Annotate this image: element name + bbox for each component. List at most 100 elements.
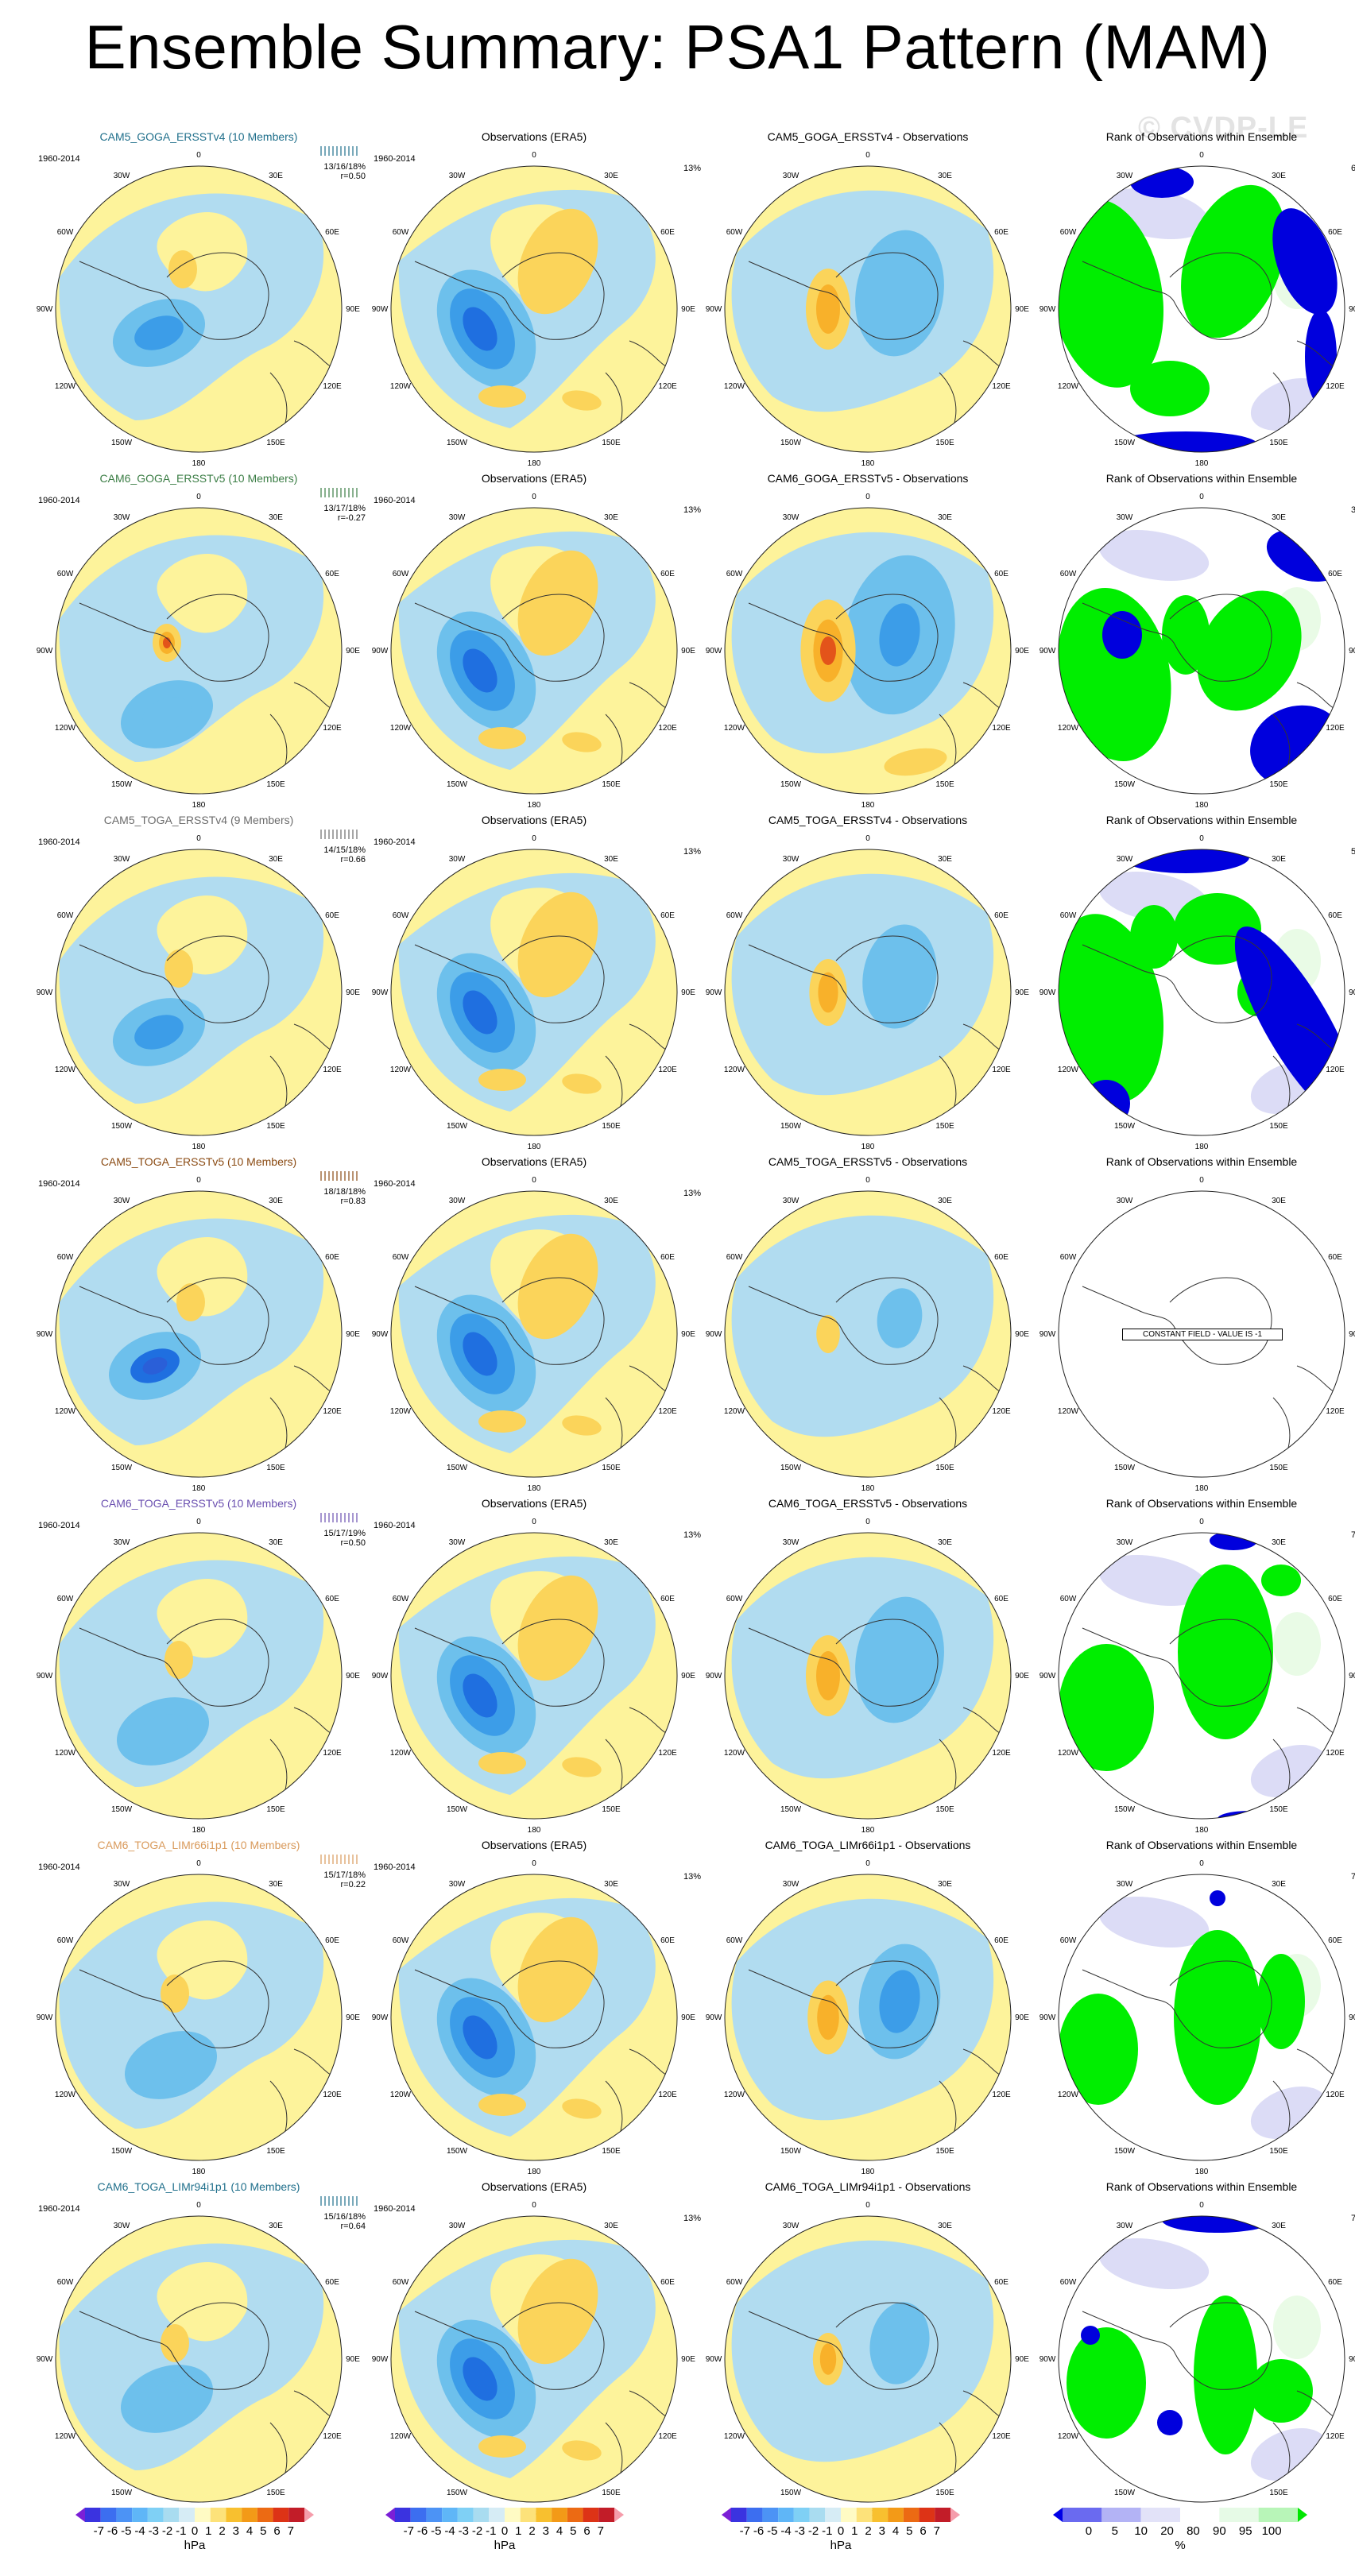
longitude-label: 150E [602,439,621,447]
antarctica-coastline [79,1960,269,2048]
longitude-label: 120W [55,1749,76,1758]
longitude-label: 150W [447,1464,468,1472]
longitude-label: 60E [1328,228,1342,237]
pattern-correlation: r=0.64 [340,2222,366,2231]
rank-panel: Rank of Observations within Ensemble 75% 0… [1035,2180,1355,2518]
longitude-label: 30W [114,1880,130,1889]
longitude-label: 150E [1269,1805,1288,1814]
colorbar-tick-label: -3 [149,2524,159,2538]
longitude-label: 90W [1039,1672,1056,1681]
rank-blue-region [1082,1080,1130,1127]
longitude-label: 120E [1326,1407,1345,1416]
yellow-region [157,1579,248,1658]
longitude-label: 120W [390,1749,412,1758]
longitude-label: 60W [1060,570,1077,578]
longitude-label: 60W [57,911,74,920]
orange-region [165,950,193,988]
longitude-label: 180 [1195,1826,1209,1835]
longitude-label: 0 [865,1176,870,1185]
longitude-label: 90W [372,1672,389,1681]
model-panel: CAM6_TOGA_LIMr94i1p1 (10 Members) 1960-20… [32,2180,366,2518]
colorbar-swatch [273,2508,289,2522]
model-panel: CAM6_GOGA_ERSSTv5 (10 Members) 1960-2014 1… [32,472,366,810]
colorbar-tick-label: -6 [753,2524,764,2538]
longitude-label: 90W [706,1330,722,1339]
panel-title: CAM5_GOGA_ERSSTv4 - Observations [767,130,969,143]
longitude-label: 30E [938,2222,952,2230]
blue-core [463,307,497,351]
colorbar-tick-label: 0 [501,2524,508,2538]
rank-green-region [1257,1954,1305,2049]
longitude-label: 120E [323,2432,342,2441]
antarctica-coastline [414,2302,605,2390]
diff-panel: CAM5_GOGA_ERSSTv4 - Observations 0 30E 60E 9… [701,130,1035,468]
rank-blue-region [1081,2326,1100,2345]
rank-green-region [1059,199,1164,388]
blue-core [134,1015,184,1050]
longitude-label: 30W [1117,1880,1133,1889]
rank-lavender-region [1098,1555,1210,1606]
map-border [724,849,1012,1136]
pattern-correlation: r=0.50 [340,172,366,181]
colorbar-swatch [567,2508,583,2522]
blue-core [855,230,944,357]
rank-green-region [1059,914,1164,1103]
longitude-label: 0 [196,493,201,501]
longitude-label: 60W [1060,1595,1077,1603]
longitude-label: 30W [783,1880,799,1889]
longitude-label: 30W [1117,1197,1133,1205]
obs-map: 0 30E 60E 90E 120E 150E 180 150W 120W 90W 60W 30W [372,834,696,1151]
antarctica-coastline [748,1619,939,1707]
orange-region [884,748,947,776]
longitude-label: 60E [325,1253,339,1262]
rank-panel: Rank of Observations within Ensemble60%0… [1035,130,1355,468]
longitude-label: 90E [1349,988,1355,997]
panel-title: CAM5_TOGA_ERSSTv5 - Observations [768,1155,968,1168]
rank-green-region [1130,905,1178,969]
longitude-label: 30W [449,172,466,180]
pattern-correlation: r=0.83 [340,1197,366,1206]
yellow-region [157,554,248,633]
variance-range: 15/17/19% [323,1529,366,1538]
period-label: 1960-2014 [38,154,80,164]
longitude-label: 150E [1269,1122,1288,1131]
longitude-label: 0 [1199,834,1204,843]
longitude-label: 150E [266,780,285,789]
longitude-label: 90E [346,2355,360,2364]
longitude-label: 120E [323,724,342,733]
colorbar-obs: -7 -6 -5 -4 -3 -2 -1 0 1 2 3 4 5 6 7 hPa [385,2508,624,2563]
page-title: Ensemble Summary: PSA1 Pattern (MAM) [84,12,1271,82]
longitude-label: 0 [1199,1176,1204,1185]
longitude-label: 60W [393,911,409,920]
colorbar-swatch [872,2508,888,2522]
rank-green-region [1059,1644,1154,1771]
blue-region [731,1215,994,1437]
longitude-label: 150W [780,1464,802,1472]
rank-pct: 59% [1350,847,1355,857]
rank-blue-region [1130,166,1194,198]
longitude-label: 120E [1326,1066,1345,1074]
colorbar-tick-label: 7 [598,2524,604,2538]
longitude-label: 60E [994,1253,1009,1262]
longitude-label: 90E [1015,988,1029,997]
variance-stats: 15/16/18% r=0.64 [323,2212,366,2231]
longitude-label: 90W [706,1672,722,1681]
blue-region [731,2240,994,2462]
antarctica-coastline [79,252,269,340]
panel-title: CAM6_TOGA_ERSSTv5 (10 Members) [100,1497,297,1510]
longitude-label: 150W [111,1805,133,1814]
longitude-label: 60E [660,570,675,578]
longitude-label: 90E [346,988,360,997]
longitude-label: 0 [532,1176,536,1185]
longitude-label: 90E [681,1330,695,1339]
longitude-label: 60W [726,2278,743,2287]
diff-panel: CAM6_TOGA_ERSSTv5 - Observations 0 30E 60E 9… [701,1497,1035,1835]
longitude-label: 60W [726,1253,743,1262]
longitude-label: 120E [992,382,1011,391]
diff-panel: CAM6_TOGA_LIMr66i1p1 - Observations 0 30E 6… [701,1839,1035,2176]
orange-region [161,2324,189,2362]
colorbar-swatch [841,2508,857,2522]
longitude-label: 60E [325,2278,339,2287]
period-label: 1960-2014 [374,1862,416,1872]
